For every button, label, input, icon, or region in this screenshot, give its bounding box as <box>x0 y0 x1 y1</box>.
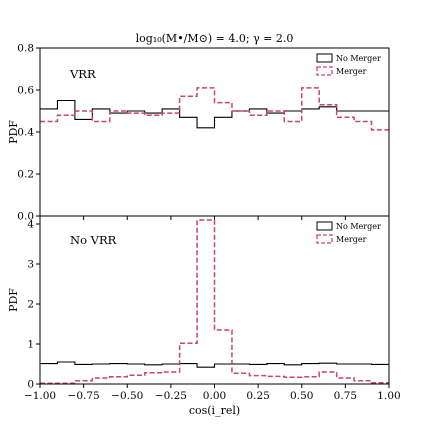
legend-swatch-no-merger <box>317 222 332 230</box>
chart-title: log₁₀(M•/M⊙) = 4.0; γ = 2.0 <box>136 32 294 45</box>
x-tick-label: −0.50 <box>111 390 143 402</box>
x-tick-label: 1.00 <box>377 390 400 402</box>
x-tick-label: 0.50 <box>290 390 313 402</box>
x-tick-label: 0.00 <box>203 390 226 402</box>
legend-swatch-merger <box>317 67 332 75</box>
legend: No Merger Merger <box>317 54 381 76</box>
y-tick-label: 0 <box>27 379 34 391</box>
series-no-merger-line <box>40 362 389 367</box>
y-axis-label: PDF <box>7 120 20 144</box>
x-axis-label: cos(i_rel) <box>189 404 240 417</box>
panel-annotation: No VRR <box>70 233 117 247</box>
legend-label: No Merger <box>336 222 381 231</box>
legend-label: Merger <box>336 67 367 76</box>
legend: No Merger Merger <box>317 222 381 244</box>
y-tick-label: 0.2 <box>17 169 34 181</box>
x-tick-label: 0.25 <box>246 390 269 402</box>
panel-no-vrr: 0 1 2 3 4 PDF No VRR No Merger Merger <box>7 216 389 391</box>
y-tick-label: 0.6 <box>17 85 34 97</box>
legend-label: No Merger <box>336 54 381 63</box>
y-tick-label: 4 <box>27 219 34 231</box>
x-tick-label: −0.75 <box>68 390 100 402</box>
y-tick-label: 0.8 <box>17 43 34 55</box>
legend-swatch-merger <box>317 235 332 243</box>
panel-annotation: VRR <box>69 67 96 81</box>
legend-swatch-no-merger <box>317 54 332 62</box>
y-tick-label: 2 <box>27 299 34 311</box>
x-tick-label: −1.00 <box>24 390 56 402</box>
x-tick-label: −0.25 <box>155 390 187 402</box>
y-axis-label: PDF <box>7 288 20 312</box>
legend-label: Merger <box>336 235 367 244</box>
y-tick-label: 1 <box>27 339 34 351</box>
y-tick-label: 3 <box>27 259 34 271</box>
x-tick-label: 0.75 <box>334 390 357 402</box>
